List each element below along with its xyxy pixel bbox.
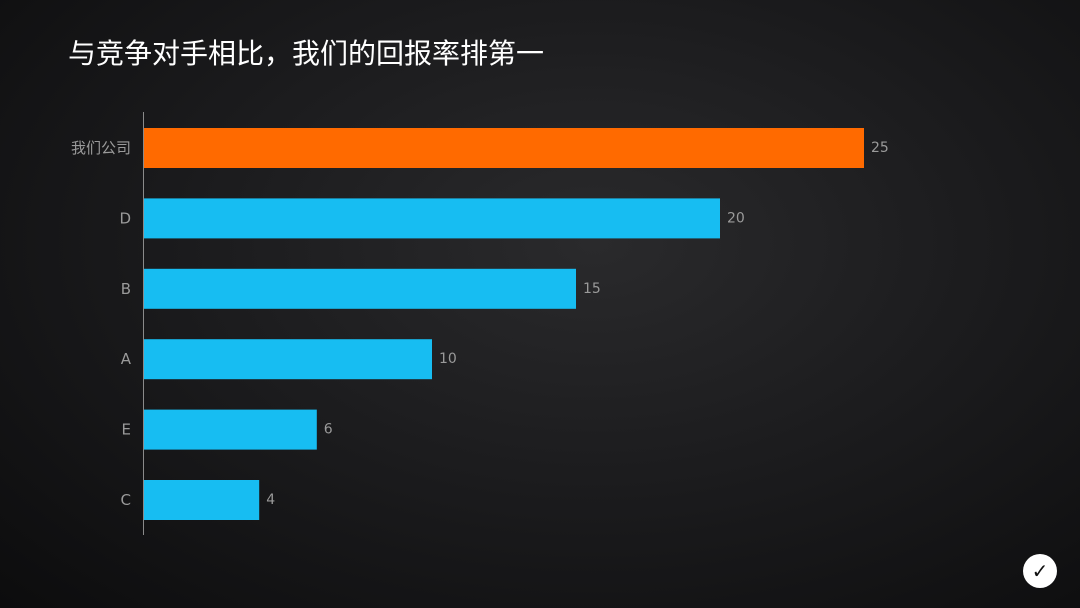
category-label-1: D — [119, 209, 131, 227]
category-label-5: C — [121, 491, 131, 509]
data-label-0: 25 — [871, 140, 889, 156]
check-glyph: ✓ — [1031, 559, 1049, 583]
check-icon[interactable]: ✓ — [1023, 554, 1057, 588]
data-label-4: 6 — [324, 422, 333, 438]
data-label-2: 15 — [583, 281, 601, 297]
bar-group: 我们公司 25 D 20 B 15 A 10 E 6 C 4 — [71, 128, 889, 520]
category-label-0: 我们公司 — [71, 139, 131, 157]
bar-0 — [144, 128, 864, 168]
bar-4 — [144, 409, 317, 450]
bar-3 — [144, 339, 432, 380]
bar-5 — [144, 480, 260, 520]
data-label-3: 10 — [439, 351, 457, 367]
category-label-4: E — [122, 421, 131, 439]
data-label-1: 20 — [727, 210, 745, 226]
category-label-3: A — [121, 350, 132, 368]
category-label-2: B — [121, 280, 131, 298]
bar-1 — [144, 198, 720, 239]
bar-2 — [144, 268, 576, 309]
slide-title: 与竞争对手相比，我们的回报率排第一 — [68, 37, 545, 70]
data-label-5: 4 — [266, 492, 275, 508]
